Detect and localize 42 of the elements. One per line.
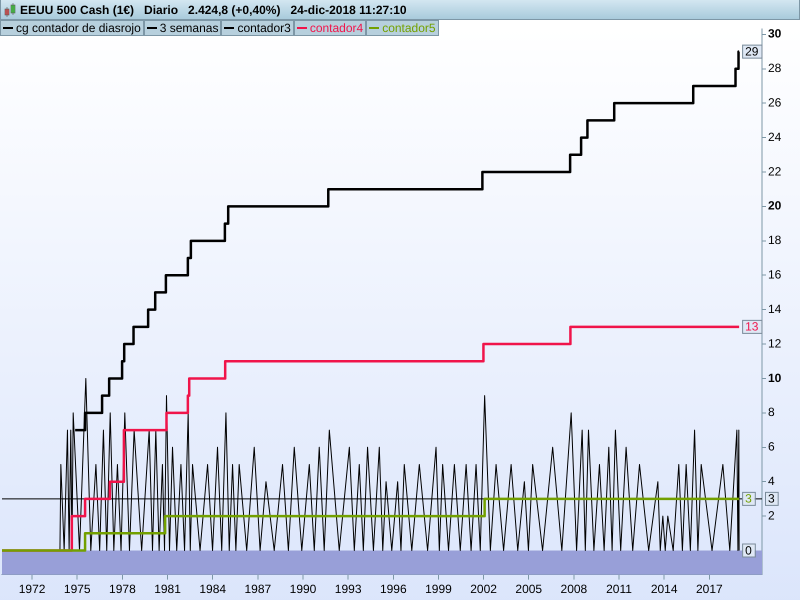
x-tick-label: 2011 xyxy=(606,582,632,596)
x-tick-label: 2017 xyxy=(696,582,723,596)
y-tick-label: 2 xyxy=(768,508,775,522)
y-tick-label: 22 xyxy=(768,164,782,178)
x-tick-label: 1978 xyxy=(109,582,136,596)
y-tick-label: 14 xyxy=(768,302,782,316)
x-tick-label: 1999 xyxy=(425,582,452,596)
legend-label: contador4 xyxy=(310,21,364,35)
x-tick-label: 1972 xyxy=(18,582,46,596)
chart-title: EEUU 500 Cash (1€) Diario 2.424,8 (+0,40%) 24-dic-2018 11:27:10 xyxy=(20,2,407,16)
y-tick-label: 8 xyxy=(768,405,775,420)
legend-label: cg contador de diasrojo xyxy=(16,21,141,35)
x-tick-label: 2008 xyxy=(560,582,588,596)
x-tick-label: 1984 xyxy=(199,582,226,596)
y-tick-label: 4 xyxy=(768,474,775,488)
y-tick-label: 26 xyxy=(768,95,782,110)
y-tick-label: 30 xyxy=(768,26,782,41)
y-tick-label: 20 xyxy=(768,198,782,213)
data-label: 13 xyxy=(745,320,759,334)
data-label: 0 xyxy=(745,543,752,558)
legend-label: contador5 xyxy=(382,21,436,35)
data-label: 3 xyxy=(768,492,775,506)
x-tick-label: 1996 xyxy=(380,582,407,596)
x-tick-label: 1990 xyxy=(290,582,317,596)
x-tick-label: 2014 xyxy=(650,582,678,596)
x-tick-label: 1993 xyxy=(334,582,362,596)
x-tick-label: 2005 xyxy=(515,582,542,596)
data-label: 29 xyxy=(745,44,759,58)
legend-label: contador3 xyxy=(237,21,291,35)
y-tick-label: 16 xyxy=(768,268,782,282)
y-tick-label: 12 xyxy=(768,336,782,350)
x-tick-label: 2002 xyxy=(470,582,498,596)
y-tick-label: 10 xyxy=(768,370,782,385)
data-label: 3 xyxy=(745,492,752,506)
x-tick-label: 1987 xyxy=(244,582,272,596)
x-tick-label: 1981 xyxy=(154,582,182,596)
x-tick-label: 1975 xyxy=(64,582,91,596)
y-tick-label: 18 xyxy=(768,233,782,248)
y-tick-label: 6 xyxy=(768,440,775,454)
y-tick-label: 28 xyxy=(768,61,782,76)
y-tick-label: 24 xyxy=(768,130,782,144)
legend-label: 3 semanas xyxy=(160,21,218,35)
